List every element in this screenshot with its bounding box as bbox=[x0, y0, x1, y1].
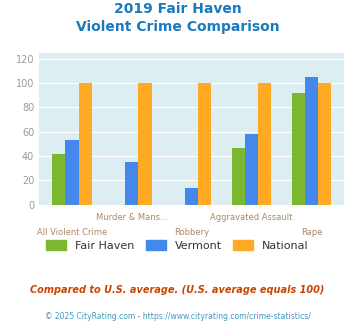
Text: © 2025 CityRating.com - https://www.cityrating.com/crime-statistics/: © 2025 CityRating.com - https://www.city… bbox=[45, 312, 310, 321]
Text: Violent Crime Comparison: Violent Crime Comparison bbox=[76, 20, 279, 34]
Bar bbox=[65, 140, 78, 205]
Text: Aggravated Assault: Aggravated Assault bbox=[211, 213, 293, 222]
Bar bbox=[138, 83, 152, 205]
Legend: Fair Haven, Vermont, National: Fair Haven, Vermont, National bbox=[42, 235, 313, 255]
Bar bbox=[185, 187, 198, 205]
Bar bbox=[78, 83, 92, 205]
Bar bbox=[318, 83, 331, 205]
Text: Rape: Rape bbox=[301, 228, 322, 237]
Bar bbox=[305, 77, 318, 205]
Bar bbox=[245, 134, 258, 205]
Bar bbox=[258, 83, 271, 205]
Text: 2019 Fair Haven: 2019 Fair Haven bbox=[114, 2, 241, 16]
Bar bbox=[125, 162, 138, 205]
Bar bbox=[198, 83, 212, 205]
Text: Murder & Mans...: Murder & Mans... bbox=[96, 213, 168, 222]
Text: Robbery: Robbery bbox=[174, 228, 209, 237]
Text: Compared to U.S. average. (U.S. average equals 100): Compared to U.S. average. (U.S. average … bbox=[30, 285, 325, 295]
Bar bbox=[232, 148, 245, 205]
Text: All Violent Crime: All Violent Crime bbox=[37, 228, 107, 237]
Bar bbox=[292, 93, 305, 205]
Bar bbox=[52, 153, 65, 205]
